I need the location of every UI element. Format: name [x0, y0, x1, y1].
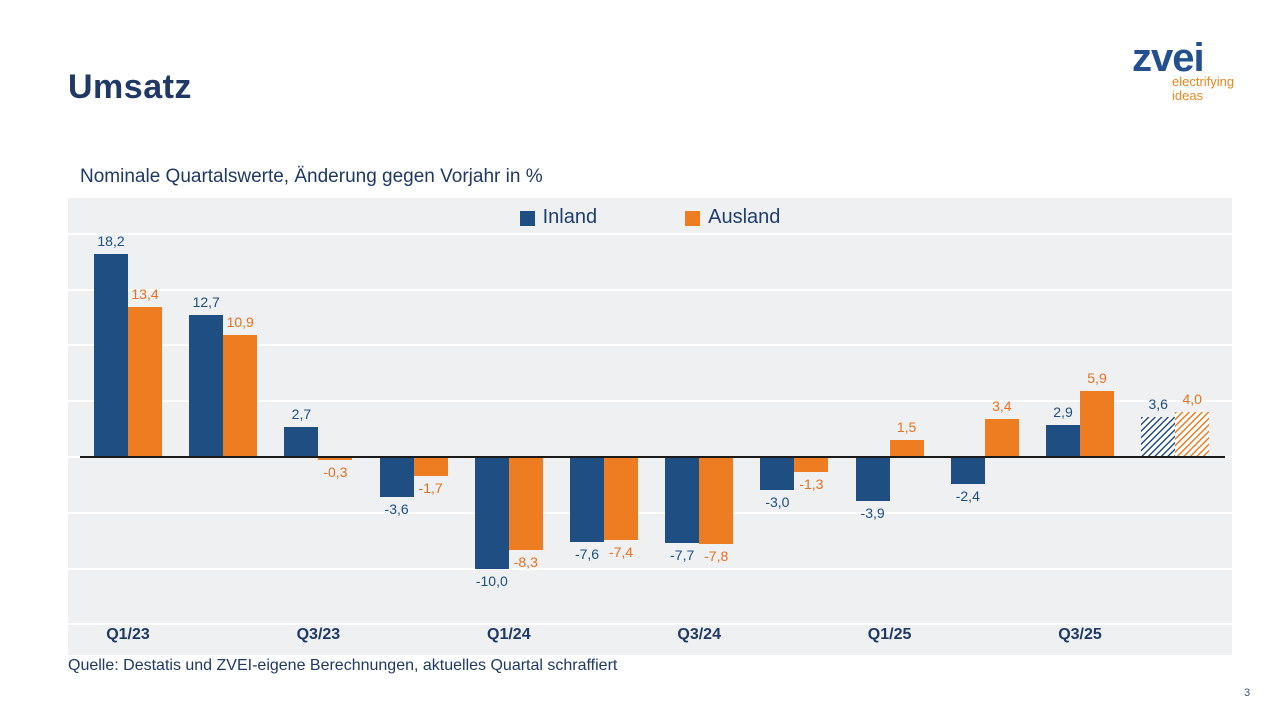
value-label-ausland-q4-24: -1,3 [799, 475, 824, 492]
chart-legend: Inland Ausland [68, 206, 1232, 229]
value-label-inland-q3-23: 2,7 [291, 405, 312, 422]
value-label-ausland-q3-25: 5,9 [1087, 370, 1107, 387]
value-label-inland-q4-23: -3,6 [384, 501, 409, 518]
bar-inland-q4-25 [1141, 416, 1176, 457]
value-label-inland-q1-23: 18,2 [97, 232, 125, 249]
bar-ausland-q4-25 [1175, 412, 1210, 457]
value-label-inland-q2-23: 12,7 [192, 294, 220, 311]
zvei-logo-wordmark: zvei [1132, 36, 1205, 80]
zero-axis-line [80, 456, 1225, 458]
bar-ausland-q1-23 [128, 307, 162, 457]
value-label-ausland-q3-23: -0,3 [323, 464, 348, 481]
bar-inland-q3-25 [1046, 424, 1080, 457]
zvei-logo: zvei electrifying ideas [1132, 36, 1252, 103]
bar-ausland-q3-25 [1080, 391, 1114, 457]
page-title: Umsatz [68, 68, 192, 106]
gridline-5 [68, 400, 1232, 403]
bar-inland-q3-23 [284, 426, 319, 457]
gridline--5 [68, 511, 1232, 514]
gridline-20 [68, 232, 1232, 235]
bar-ausland-q3-23 [318, 457, 353, 461]
zvei-logo-tagline: electrifying ideas [1172, 74, 1235, 104]
value-label-inland-q3-25: 2,9 [1053, 403, 1073, 420]
legend-item-ausland: Ausland [685, 206, 780, 229]
chart-subtitle: Nominale Quartalswerte, Änderung gegen V… [80, 166, 543, 187]
gridline--15 [68, 623, 1232, 626]
value-label-ausland-q4-25: 4,0 [1182, 391, 1202, 408]
legend-swatch-ausland-icon [685, 211, 701, 226]
page-number: 3 [1244, 687, 1251, 699]
bar-inland-q2-23 [189, 315, 224, 457]
value-label-ausland-q2-25: 3,4 [992, 398, 1012, 415]
bar-ausland-q2-24 [604, 457, 638, 540]
x-axis-label-q1-23: Q1/23 [106, 626, 150, 643]
x-axis-label-q1-25: Q1/25 [867, 626, 912, 643]
value-label-inland-q4-24: -3,0 [765, 494, 790, 511]
gridline-15 [68, 288, 1232, 291]
legend-label-inland: Inland [542, 206, 598, 228]
value-label-ausland-q4-23: -1,7 [418, 479, 443, 496]
bar-ausland-q4-24 [794, 457, 829, 472]
bar-ausland-q1-25 [889, 440, 924, 457]
value-label-inland-q1-24: -10,0 [475, 572, 508, 589]
source-note: Quelle: Destatis und ZVEI-eigene Berechn… [68, 657, 618, 674]
bar-inland-q1-25 [855, 457, 890, 501]
value-label-inland-q2-25: -2,4 [955, 487, 980, 504]
bar-inland-q2-25 [950, 457, 985, 484]
bar-inland-q1-24 [474, 457, 509, 569]
x-axis-label-q3-24: Q3/24 [677, 626, 721, 643]
bar-ausland-q4-23 [413, 457, 448, 476]
value-label-inland-q4-25: 3,6 [1148, 395, 1168, 412]
value-label-ausland-q1-25: 1,5 [896, 419, 917, 436]
value-label-ausland-q2-24: -7,4 [608, 543, 634, 560]
bar-inland-q4-23 [379, 457, 414, 498]
x-axis-label-q3-25: Q3/25 [1058, 626, 1102, 643]
gridline-10 [68, 344, 1232, 347]
bar-chart-plot-area: Inland Ausland 18,2 12,7 2,7 -3,6 -10,0 -7,6-… [68, 198, 1232, 655]
value-label-inland-q3-24: -7,7 [670, 546, 695, 563]
bar-ausland-q1-24 [508, 457, 543, 550]
value-label-ausland-q1-24: -8,3 [513, 553, 538, 570]
zvei-tagline-line2: ideas [1172, 88, 1204, 104]
bar-inland-q4-24 [760, 457, 795, 491]
x-axis-label-q3-23: Q3/23 [296, 626, 341, 643]
bar-ausland-q3-24 [699, 457, 734, 545]
zvei-tagline-line1: electrifying [1172, 74, 1235, 89]
bar-inland-q3-24 [665, 457, 700, 543]
legend-item-inland: Inland [519, 206, 598, 229]
value-label-ausland-q3-24: -7,8 [704, 548, 729, 565]
x-axis-label-q1-24: Q1/24 [487, 626, 531, 643]
value-label-inland-q1-25: -3,9 [860, 504, 885, 521]
bar-ausland-q2-23 [223, 335, 258, 457]
gridline--10 [68, 567, 1232, 570]
legend-swatch-inland-icon [519, 211, 535, 226]
bar-inland-q1-23 [94, 253, 128, 457]
value-label-inland-q2-24: -7,6 [574, 545, 600, 562]
bar-inland-q2-24 [570, 457, 604, 542]
value-label-ausland-q1-23: 13,4 [131, 286, 159, 303]
value-label-ausland-q2-23: 10,9 [226, 314, 254, 331]
legend-label-ausland: Ausland [708, 206, 781, 228]
bar-ausland-q2-25 [984, 419, 1019, 457]
